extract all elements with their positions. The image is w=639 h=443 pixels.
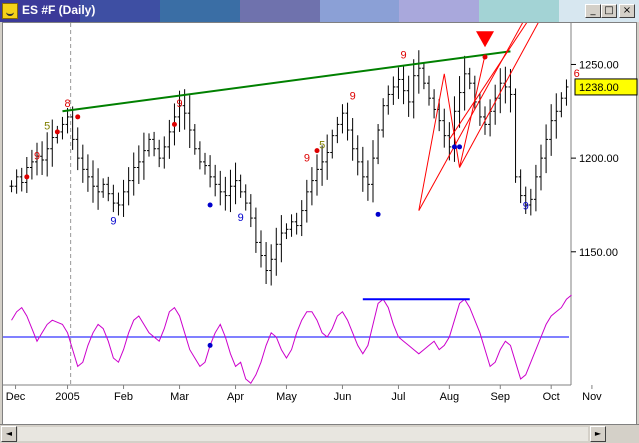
scroll-left-arrow[interactable]: ◄ (1, 426, 17, 442)
time-tick-label: Oct (543, 391, 560, 403)
maximize-button[interactable]: □ (601, 4, 617, 18)
top-dot (54, 129, 60, 135)
price-tick-label: 1250.00 (579, 59, 619, 71)
pitchfork-line (418, 23, 524, 211)
bottom-dot (457, 144, 463, 150)
count-label: 5 (44, 121, 50, 133)
trendline (62, 50, 511, 113)
time-tick-label: Jul (391, 391, 405, 403)
bottom-dot (451, 144, 457, 150)
count-label: 5 (319, 139, 325, 151)
time-tick-label: Aug (440, 391, 460, 403)
bottom-dot (375, 211, 381, 217)
count-label: 8 (65, 98, 71, 110)
pitchfork-handle (418, 54, 486, 211)
top-dot (314, 148, 320, 154)
close-button[interactable]: × (619, 4, 635, 18)
count-label: 9 (304, 152, 310, 164)
minimize-button[interactable]: _ (585, 4, 601, 18)
count-label: 9 (523, 201, 529, 213)
horizontal-scrollbar[interactable]: ◄ ► (0, 424, 639, 443)
window-title: ES #F (Daily) (22, 3, 96, 17)
top-dot (24, 174, 30, 180)
pitchfork-line (459, 23, 539, 168)
time-tick-label: Feb (114, 391, 133, 403)
count-label: 9 (34, 151, 40, 163)
count-label: 9 (110, 216, 116, 228)
window-titlebar[interactable]: ES #F (Daily) _ □ × (0, 0, 639, 22)
titlebar-segment (479, 0, 560, 22)
sell-arrow-icon (476, 31, 494, 48)
bottom-dot (207, 202, 213, 208)
top-dot (75, 114, 81, 120)
price-tick-label: 1150.00 (579, 247, 618, 259)
chart-area[interactable]: 1250.00 1200.00 1150.00 9 5 8 9 9 9 9 5 9 9 9 6 1238.00… (2, 22, 638, 442)
count-label: 9 (350, 91, 356, 103)
price-chart[interactable]: 1250.001200.001150.009589999599961238.00… (3, 23, 638, 442)
price-tick-label: 1200.00 (579, 153, 619, 165)
top-dot (482, 54, 488, 60)
titlebar-gradient (0, 0, 639, 22)
scroll-track[interactable] (18, 427, 588, 441)
count-label: 6 (574, 68, 580, 80)
time-tick-label: Sep (490, 391, 510, 403)
titlebar-segment (319, 0, 400, 22)
count-label: 9 (238, 212, 244, 224)
oscillator-dot (207, 342, 213, 348)
time-tick-label: Dec (6, 391, 26, 403)
time-tick-label: 2005 (55, 391, 79, 403)
titlebar-segment (0, 0, 80, 22)
time-tick-label: May (276, 391, 297, 403)
scroll-right-arrow[interactable]: ► (590, 426, 606, 442)
titlebar-segment (399, 0, 480, 22)
last-price-box (574, 78, 638, 96)
time-tick-label: Apr (227, 391, 244, 403)
count-label: 9 (177, 98, 183, 110)
titlebar-segment (239, 0, 320, 22)
count-label: 9 (401, 49, 407, 61)
time-tick-label: Nov (582, 391, 602, 403)
titlebar-segment (159, 0, 240, 22)
last-price-label: 1238.00 (579, 82, 619, 94)
top-dot (171, 121, 177, 127)
titlebar-segment (79, 0, 160, 22)
app-smiley-icon[interactable] (2, 3, 18, 19)
oscillator-curve (11, 294, 572, 384)
time-tick-label: Jun (334, 391, 352, 403)
time-tick-label: Mar (170, 391, 189, 403)
